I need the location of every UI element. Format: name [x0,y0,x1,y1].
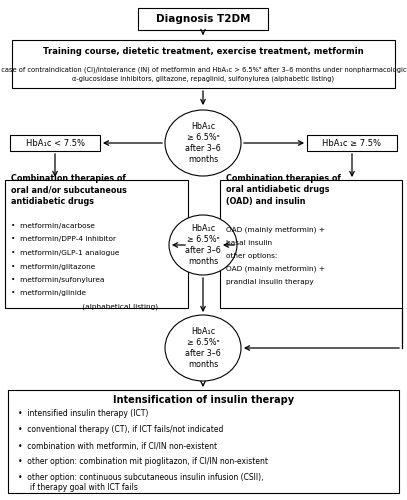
FancyBboxPatch shape [12,40,395,88]
Text: HbA₁c ≥ 7.5%: HbA₁c ≥ 7.5% [322,138,381,147]
Text: basal insulin: basal insulin [226,240,272,246]
Text: if therapy goal with ICT fails: if therapy goal with ICT fails [18,482,138,492]
FancyBboxPatch shape [138,8,268,30]
Text: OAD (mainly metformin) +: OAD (mainly metformin) + [226,227,325,233]
Text: In case of contraindication (CI)/intolerance (IN) of metformin and HbA₁c > 6.5%ᵃ: In case of contraindication (CI)/intoler… [0,66,407,82]
Text: Diagnosis T2DM: Diagnosis T2DM [156,14,250,24]
FancyBboxPatch shape [5,180,188,308]
Text: Combination therapies of
oral and/or subcutaneous
antidiabetic drugs: Combination therapies of oral and/or sub… [11,174,127,206]
Text: •  intensified insulin therapy (ICT): • intensified insulin therapy (ICT) [18,410,149,418]
Text: Intensification of insulin therapy: Intensification of insulin therapy [113,395,294,405]
Text: •  other option: continuous subcutaneous insulin infusion (CSII),: • other option: continuous subcutaneous … [18,474,263,482]
Text: •  metformin/glinide: • metformin/glinide [11,290,86,296]
Text: OAD (mainly metformin) +: OAD (mainly metformin) + [226,266,325,272]
Text: Combination therapies of
oral antidiabetic drugs
(OAD) and insulin: Combination therapies of oral antidiabet… [226,174,341,206]
FancyBboxPatch shape [220,180,402,308]
Text: •  metformin/acarbose: • metformin/acarbose [11,223,95,229]
Text: Training course, dietetic treatment, exercise treatment, metformin: Training course, dietetic treatment, exe… [43,46,364,56]
Text: •  metformin/glitazone: • metformin/glitazone [11,264,95,270]
Ellipse shape [165,315,241,381]
FancyBboxPatch shape [10,135,100,151]
Text: HbA₁c < 7.5%: HbA₁c < 7.5% [26,138,85,147]
Text: •  other option: combination mit pioglitazon, if CI/IN non-existent: • other option: combination mit pioglita… [18,458,268,466]
Text: other options:: other options: [226,253,278,259]
Text: •  metformin/DPP-4 inhibitor: • metformin/DPP-4 inhibitor [11,236,116,242]
Text: HbA₁c
≥ 6.5%ᵃ
after 3–6
months: HbA₁c ≥ 6.5%ᵃ after 3–6 months [185,122,221,164]
FancyBboxPatch shape [307,135,397,151]
Text: (alphabetical listing): (alphabetical listing) [11,304,158,310]
Text: prandial insulin therapy: prandial insulin therapy [226,279,314,285]
Text: •  metformin/GLP-1 analogue: • metformin/GLP-1 analogue [11,250,119,256]
Ellipse shape [169,215,237,275]
Ellipse shape [165,110,241,176]
Text: •  conventional therapy (CT), if ICT fails/not indicated: • conventional therapy (CT), if ICT fail… [18,426,223,434]
Text: HbA₁c
≥ 6.5%ᵃ
after 3–6
months: HbA₁c ≥ 6.5%ᵃ after 3–6 months [185,224,221,266]
FancyBboxPatch shape [8,390,399,493]
Text: •  combination with metformin, if CI/IN non-existent: • combination with metformin, if CI/IN n… [18,442,217,450]
Text: •  metformin/sufonylurea: • metformin/sufonylurea [11,277,105,283]
Text: HbA₁c
≥ 6.5%ᵃ
after 3–6
months: HbA₁c ≥ 6.5%ᵃ after 3–6 months [185,327,221,369]
